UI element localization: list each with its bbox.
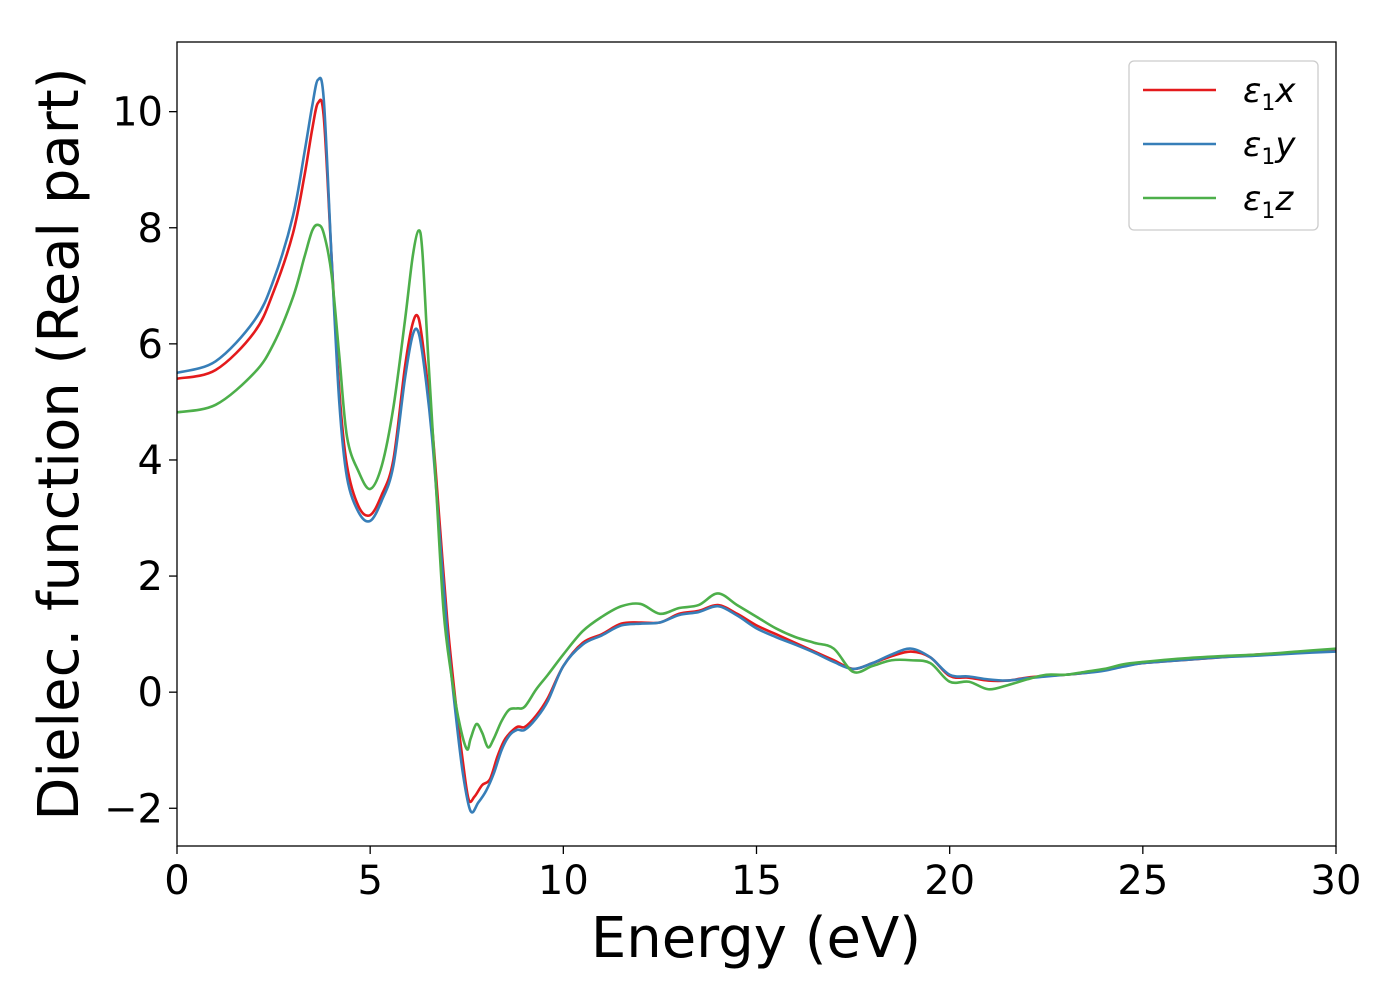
x-tick-label: 5 xyxy=(357,858,382,904)
x-axis-ticks: 0 5 10 15 20 25 30 xyxy=(164,846,1361,904)
x-tick-label: 25 xyxy=(1117,858,1168,904)
legend-label-y: ε1y xyxy=(1243,125,1296,170)
y-tick-label: 0 xyxy=(138,670,163,716)
y-axis-label: Dielec. function (Real part) xyxy=(27,67,92,820)
x-axis-label: Energy (eV) xyxy=(591,906,921,971)
series-line-y xyxy=(177,76,1336,814)
y-tick-label: 2 xyxy=(138,554,163,600)
x-tick-label: 15 xyxy=(731,858,782,904)
x-tick-label: 20 xyxy=(924,858,975,904)
x-tick-label: 30 xyxy=(1311,858,1362,904)
legend-label-z: ε1z xyxy=(1243,179,1294,224)
legend: ε1x ε1y ε1z xyxy=(1128,60,1319,231)
y-tick-label: 10 xyxy=(112,90,163,136)
y-tick-label: 6 xyxy=(138,322,163,368)
x-tick-label: 0 xyxy=(164,858,189,904)
x-tick-label: 10 xyxy=(538,858,589,904)
y-tick-label: −2 xyxy=(104,786,163,832)
y-tick-label: 8 xyxy=(138,206,163,252)
legend-box xyxy=(1128,60,1319,231)
legend-label-x: ε1x xyxy=(1243,71,1296,116)
y-tick-label: 4 xyxy=(138,438,163,484)
series-layer xyxy=(177,76,1336,814)
series-line-z xyxy=(177,223,1336,751)
y-axis-ticks: −2 0 2 4 6 8 10 xyxy=(104,90,177,832)
